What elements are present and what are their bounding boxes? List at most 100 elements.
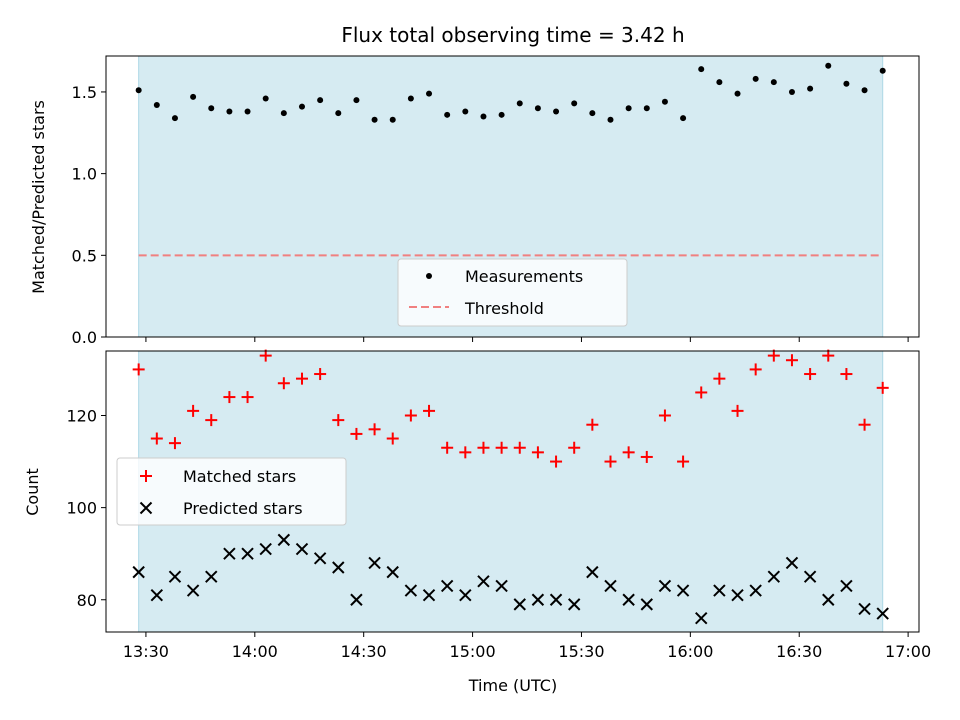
predicted-star-point — [803, 570, 817, 583]
x-tick-label: 16:30 — [776, 642, 822, 661]
measurement-point — [153, 102, 160, 109]
measurement-point — [770, 79, 777, 86]
bottom-y-axis-label: Count — [23, 468, 42, 516]
x-tick-label: 16:00 — [667, 642, 713, 661]
matched-star-point — [840, 368, 853, 381]
legend-marker-predicted — [139, 501, 153, 515]
x-tick-label: 14:30 — [341, 642, 387, 661]
matched-star-point — [858, 418, 871, 431]
predicted-star-point — [785, 556, 799, 570]
y-tick-label: 0.5 — [72, 246, 97, 265]
bottom-panel: 80 100 120 13:30 14:00 14:30 15:00 15:30 16:00 16… — [66, 349, 931, 661]
measurement-point — [698, 66, 705, 73]
measurement-point — [480, 113, 487, 120]
matched-star-point — [804, 368, 817, 381]
predicted-star-point — [459, 588, 472, 602]
predicted-star-point — [168, 570, 182, 583]
x-tick-label: 17:00 — [885, 642, 931, 661]
matched-star-point — [767, 349, 780, 362]
matched-star-point — [150, 432, 163, 445]
y-tick-label: 100 — [66, 499, 97, 518]
predicted-star-point — [676, 584, 690, 597]
measurement-point — [298, 103, 305, 110]
x-tick-label: 15:00 — [450, 642, 496, 661]
matched-star-point — [822, 349, 835, 362]
top-axes-frame — [105, 55, 920, 338]
predicted-star-point — [386, 565, 399, 579]
measurement-point — [317, 97, 324, 104]
measurement-point — [371, 116, 378, 123]
matched-star-point — [513, 441, 526, 454]
matched-star-point — [259, 349, 272, 362]
x-tick-label: 15:30 — [558, 642, 604, 661]
measurement-point — [861, 87, 868, 94]
bottom-axes-frame — [105, 350, 920, 633]
measurement-point — [171, 115, 178, 122]
predicted-star-point — [876, 607, 889, 620]
chart-title: Flux total observing time = 3.42 h — [341, 23, 684, 47]
matched-star-point — [550, 455, 563, 468]
predicted-star-point — [422, 588, 436, 602]
matched-star-point — [350, 427, 363, 440]
measurement-point — [280, 110, 287, 117]
predicted-star-point — [731, 588, 744, 602]
measurement-point — [135, 87, 142, 94]
x-tick-label: 14:00 — [232, 642, 278, 661]
legend-marker-matched — [140, 470, 152, 482]
matched-star-point — [404, 409, 417, 422]
matched-star-point — [713, 372, 726, 385]
matched-star-point — [677, 455, 690, 468]
predicted-star-point — [622, 593, 635, 606]
top-legend-box — [397, 258, 628, 327]
matched-star-point — [785, 354, 798, 367]
y-tick-label: 0.0 — [72, 328, 97, 347]
matched-star-point — [223, 391, 236, 404]
matched-star-point — [441, 441, 454, 454]
measurement-point — [843, 80, 850, 87]
matched-star-point — [132, 363, 145, 376]
legend-label-measurements: Measurements — [465, 267, 583, 286]
bottom-legend: Matched stars Predicted stars — [116, 457, 347, 526]
measurement-point — [444, 111, 451, 118]
predicted-star-point — [368, 556, 381, 570]
matched-star-point — [205, 414, 218, 427]
matched-star-point — [368, 423, 381, 436]
predicted-star-point — [858, 602, 871, 616]
top-legend: Measurements Threshold — [397, 258, 628, 327]
measurement-point — [752, 75, 759, 82]
matched-star-point — [423, 404, 436, 417]
matched-star-point — [277, 377, 290, 390]
measurement-point — [680, 115, 687, 122]
predicted-star-point — [277, 533, 291, 547]
matched-star-point — [332, 414, 345, 427]
legend-label-threshold: Threshold — [464, 299, 544, 318]
x-tick-label: 13:30 — [123, 642, 169, 661]
measurement-point — [879, 67, 886, 74]
matched-star-point — [295, 372, 308, 385]
measurement-point — [807, 85, 814, 92]
measurement-point — [498, 111, 505, 118]
predicted-star-point — [477, 575, 490, 588]
measurement-point — [716, 79, 723, 86]
measurement-point — [625, 105, 632, 112]
predicted-star-point — [513, 598, 526, 611]
predicted-star-point — [604, 579, 617, 593]
predicted-star-point — [350, 593, 363, 606]
predicted-star-point — [440, 579, 454, 593]
measurement-point — [589, 110, 596, 117]
measurement-point — [462, 108, 469, 115]
matched-star-point — [640, 450, 653, 463]
predicted-star-point — [822, 593, 835, 606]
predicted-star-point — [332, 561, 345, 574]
legend-label-predicted: Predicted stars — [183, 499, 303, 518]
predicted-star-point — [658, 579, 672, 593]
measurement-point — [553, 108, 560, 115]
predicted-star-point — [404, 584, 418, 597]
matched-star-point — [495, 441, 508, 454]
matched-star-point — [568, 441, 581, 454]
y-tick-label: 80 — [77, 591, 97, 610]
predicted-star-point — [840, 579, 853, 593]
top-y-axis-label: Matched/Predicted stars — [29, 100, 48, 294]
predicted-star-point — [640, 598, 653, 611]
